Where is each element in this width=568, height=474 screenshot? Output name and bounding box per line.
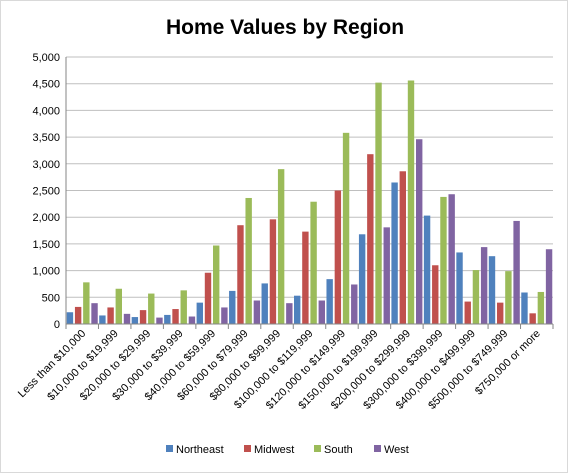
y-tick-label: 3,500 (32, 132, 60, 144)
bar-midwest (107, 307, 114, 324)
bar-northeast (66, 312, 74, 324)
bar-northeast (358, 234, 366, 324)
bar-south (310, 201, 317, 324)
y-tick-label: 0 (54, 319, 60, 331)
bar-northeast (164, 314, 171, 324)
bar-midwest (432, 265, 439, 324)
bar-west (253, 300, 261, 324)
bar-west (286, 303, 293, 324)
bar-west (221, 307, 228, 324)
bar-west (91, 303, 98, 324)
bar-midwest (302, 231, 309, 324)
bar-south (505, 271, 512, 324)
bar-northeast (294, 295, 301, 324)
bar-northeast (196, 302, 203, 324)
bar-northeast (131, 317, 139, 324)
bar-south (180, 290, 187, 324)
y-tick-label: 4,500 (32, 79, 60, 91)
gridlines (66, 56, 553, 298)
bar-west (318, 300, 325, 324)
bar-northeast (261, 283, 268, 324)
bar-midwest (399, 171, 406, 324)
bar-south (245, 197, 252, 324)
bar-midwest (497, 302, 504, 324)
bar-northeast (99, 315, 106, 324)
bar-west (188, 316, 196, 324)
bar-midwest (269, 219, 277, 324)
y-tick-label: 1,000 (32, 266, 60, 278)
legend-label-west: West (384, 444, 409, 456)
bar-west (351, 284, 358, 324)
legend-label-south: South (324, 444, 353, 456)
bar-northeast (456, 252, 463, 324)
y-axis: 0 500 1,000 1,500 2,000 2,500 3,000 3,500 4,000 4… (32, 52, 67, 331)
legend-label-northeast: Northeast (176, 444, 224, 456)
bar-west (513, 220, 520, 324)
bar-south (407, 80, 415, 324)
chart-title: Home Values by Region (166, 16, 404, 39)
bar-south (83, 282, 90, 324)
legend-swatch-west (374, 445, 381, 452)
bar-south (115, 288, 122, 324)
y-tick-label: 5,000 (32, 52, 60, 64)
bar-south (342, 132, 350, 324)
legend-label-midwest: Midwest (254, 444, 294, 456)
bar-midwest (529, 313, 536, 324)
bar-south (213, 245, 220, 324)
y-tick-label: 3,000 (32, 159, 60, 171)
x-axis: Less than $10,000$10,000 to $19,999$20,0… (16, 323, 554, 412)
bar-west (545, 249, 553, 324)
y-tick-label: 500 (42, 292, 60, 304)
legend-swatch-midwest (244, 445, 251, 452)
y-tick-label: 4,000 (32, 105, 60, 117)
bar-west (480, 247, 488, 324)
bar-midwest (334, 190, 342, 324)
bar-northeast (423, 215, 431, 324)
bar-west (383, 227, 390, 324)
y-tick-label: 2,500 (32, 186, 60, 198)
bar-midwest (367, 154, 374, 324)
legend: Northeast Midwest South West (166, 444, 409, 456)
legend-swatch-northeast (166, 445, 173, 452)
bar-south (148, 293, 155, 324)
bar-midwest (204, 272, 212, 324)
bar-midwest (139, 310, 147, 324)
bar-west (448, 194, 455, 324)
bar-south (537, 291, 545, 324)
y-tick-label: 2,000 (32, 212, 60, 224)
bar-midwest (464, 301, 471, 324)
bar-midwest (237, 225, 244, 324)
bar-south (375, 82, 382, 324)
bar-northeast (521, 292, 528, 324)
bar-south (472, 270, 480, 324)
bar-midwest (74, 306, 82, 324)
bar-northeast (326, 279, 333, 324)
bar-west (156, 317, 163, 324)
bar-northeast (391, 182, 398, 324)
bar-west (123, 313, 131, 324)
bar-south (440, 196, 447, 324)
legend-swatch-south (314, 445, 321, 452)
bar-northeast (488, 256, 496, 324)
bars (66, 80, 553, 324)
bar-south (277, 169, 285, 324)
bar-northeast (229, 290, 236, 324)
bar-midwest (172, 309, 179, 324)
y-tick-label: 1,500 (32, 239, 60, 251)
bar-west (416, 139, 423, 324)
